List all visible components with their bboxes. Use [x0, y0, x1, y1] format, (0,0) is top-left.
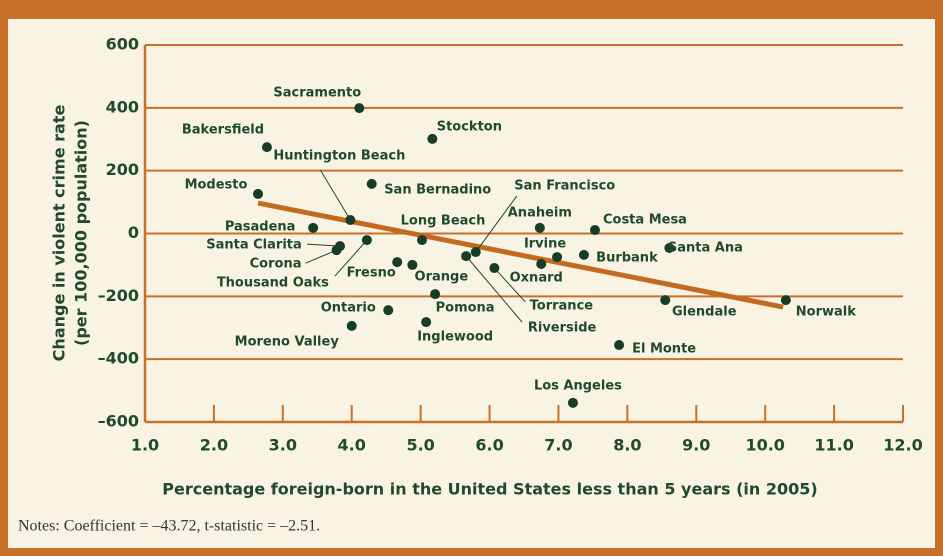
point — [427, 133, 438, 144]
point-label: Los Angeles — [534, 378, 622, 393]
point-label: Irvine — [524, 237, 566, 252]
x-tick-label: 11.0 — [814, 436, 853, 455]
panel — [8, 19, 935, 548]
point-label: Inglewood — [417, 330, 493, 345]
leader-line — [465, 255, 523, 323]
x-tick-label: 9.0 — [682, 436, 710, 455]
y-axis-label: (per 100,000 population) — [72, 120, 91, 346]
point-label: Ontario — [321, 301, 376, 316]
point — [421, 317, 432, 328]
leader-line — [319, 169, 351, 221]
point — [366, 178, 377, 189]
point-label: Pomona — [436, 301, 495, 316]
point — [383, 305, 394, 316]
point-label: Torrance — [530, 299, 594, 314]
y-axis-label: Change in violent crime rate — [50, 105, 69, 362]
point — [664, 242, 675, 253]
point — [430, 289, 441, 300]
point-label: San Francisco — [514, 179, 615, 194]
point-label: Corona — [250, 257, 302, 272]
point — [614, 340, 625, 351]
leader-line — [475, 195, 518, 253]
point-label: El Monte — [632, 342, 696, 357]
point-label: Orange — [415, 269, 469, 284]
point-label: Sacramento — [273, 86, 361, 101]
point-label: Modesto — [185, 177, 248, 192]
point-label: Long Beach — [401, 214, 486, 229]
point — [253, 188, 264, 199]
point-label: Glendale — [672, 305, 737, 320]
point — [552, 252, 563, 263]
point-label: Burbank — [596, 250, 658, 265]
point — [489, 263, 500, 274]
y-tick-label: 600 — [106, 35, 139, 54]
point-label: Thousand Oaks — [217, 276, 329, 291]
point — [470, 247, 481, 258]
point — [589, 225, 600, 236]
point-label: Costa Mesa — [603, 213, 687, 228]
x-tick-label: 5.0 — [406, 436, 434, 455]
x-tick-label: 1.0 — [131, 436, 159, 455]
notes: Notes: Coefficient = –43.72, t-statistic… — [18, 518, 320, 535]
point-label: Norwalk — [796, 305, 856, 320]
point — [417, 235, 428, 246]
x-tick-label: 8.0 — [613, 436, 641, 455]
leader-line — [493, 267, 526, 303]
point-label: Bakersfield — [182, 123, 264, 138]
x-axis-label: Percentage foreign-born in the United St… — [162, 480, 817, 499]
y-tick-label: –600 — [98, 412, 139, 431]
y-tick-label: 400 — [106, 97, 139, 116]
point-label: San Bernadino — [384, 182, 491, 197]
point-label: Riverside — [528, 321, 597, 336]
point-label: Santa Clarita — [206, 238, 302, 253]
point — [345, 214, 356, 225]
point — [308, 222, 319, 233]
point-label: Anaheim — [508, 205, 572, 220]
point-label: Moreno Valley — [235, 334, 340, 349]
point — [660, 295, 671, 306]
x-tick-label: 4.0 — [338, 436, 366, 455]
point-label: Santa Ana — [668, 240, 743, 255]
point — [534, 222, 545, 233]
point — [392, 257, 403, 268]
point — [461, 251, 472, 262]
point — [331, 245, 342, 256]
point — [261, 142, 272, 153]
x-tick-label: 12.0 — [883, 436, 922, 455]
point-label: Fresno — [347, 266, 396, 281]
x-tick-label: 10.0 — [745, 436, 784, 455]
point-label: Stockton — [437, 119, 502, 134]
x-tick-label: 7.0 — [544, 436, 572, 455]
leader-line — [334, 239, 368, 277]
point — [536, 258, 547, 269]
x-tick-label: 3.0 — [269, 436, 297, 455]
point — [578, 249, 589, 260]
x-tick-label: 2.0 — [200, 436, 228, 455]
point — [361, 235, 372, 246]
x-tick-label: 6.0 — [475, 436, 503, 455]
leader-line — [305, 249, 337, 264]
point — [346, 320, 357, 331]
point-label: Pasadena — [225, 219, 296, 234]
y-tick-label: –400 — [98, 349, 139, 368]
y-tick-label: 200 — [106, 160, 139, 179]
plot-area: –600 –400 –200 0 200 400 600 1.0 2.0 3.0 4.0 5.0 6.0… — [98, 35, 923, 455]
point — [407, 259, 418, 270]
point — [567, 397, 578, 408]
point-label: Oxnard — [510, 270, 563, 285]
point — [780, 295, 791, 306]
y-tick-label: –200 — [98, 286, 139, 305]
y-tick-label: 0 — [128, 223, 139, 242]
point-label: Huntington Beach — [273, 148, 405, 163]
point — [354, 103, 365, 114]
